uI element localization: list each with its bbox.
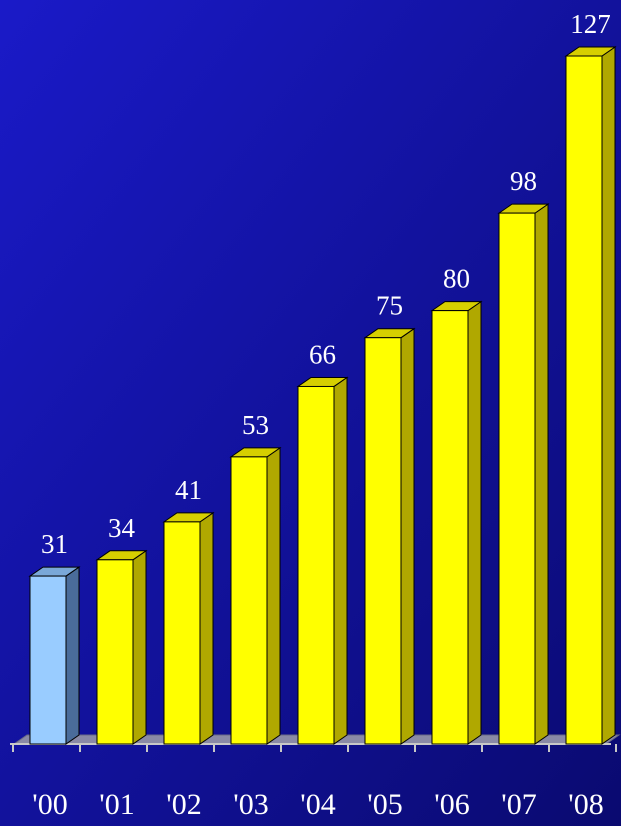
category-label: '06 [434,788,469,821]
bar [162,511,215,745]
bar [430,300,483,745]
category-label: '07 [501,788,536,821]
bar [497,203,550,745]
category-label: '04 [300,788,335,821]
bar-front-face [230,456,268,745]
bars-group [28,46,617,745]
bar-side-face [333,376,348,745]
bar [296,376,349,745]
category-label: '01 [99,788,134,821]
bar-front-face [431,310,469,745]
value-labels-group: 31 34 41 53 66 75 80 98 127 [41,9,611,559]
bar-front-face [364,337,402,745]
bar-value-label: 98 [510,166,537,196]
bar-front-face [565,55,603,745]
bar-value-label: 127 [570,9,611,39]
bar-side-face [534,203,549,745]
bar-side-face [601,46,616,745]
bar-front-face [297,385,335,745]
bar-front-face [29,575,67,745]
bar-front-face [96,559,134,745]
bar [28,566,81,745]
bar-value-label: 80 [443,264,470,294]
bar-front-face [163,521,201,745]
bar [363,327,416,745]
category-label: '02 [166,788,201,821]
bar-value-label: 53 [242,410,269,440]
bar [95,549,148,745]
bar-value-label: 34 [108,513,136,543]
bar-value-label: 31 [41,529,68,559]
bar [564,46,617,745]
category-label: '03 [233,788,268,821]
bar-side-face [266,446,281,745]
bar-side-face [132,549,147,745]
bar-value-label: 75 [376,291,403,321]
bar [229,446,282,745]
bar-side-face [467,300,482,745]
category-labels-group: '00 '01 '02 '03 '04 '05 '06 '07 '08 [32,788,603,821]
bar-side-face [400,327,415,745]
category-label: '05 [367,788,402,821]
bar-value-label: 41 [175,475,202,505]
bar-side-face [199,511,214,745]
category-label: '00 [32,788,67,821]
bar-side-face [65,566,80,745]
bar-front-face [498,212,536,745]
category-label: '08 [568,788,603,821]
bar-value-label: 66 [309,339,336,369]
